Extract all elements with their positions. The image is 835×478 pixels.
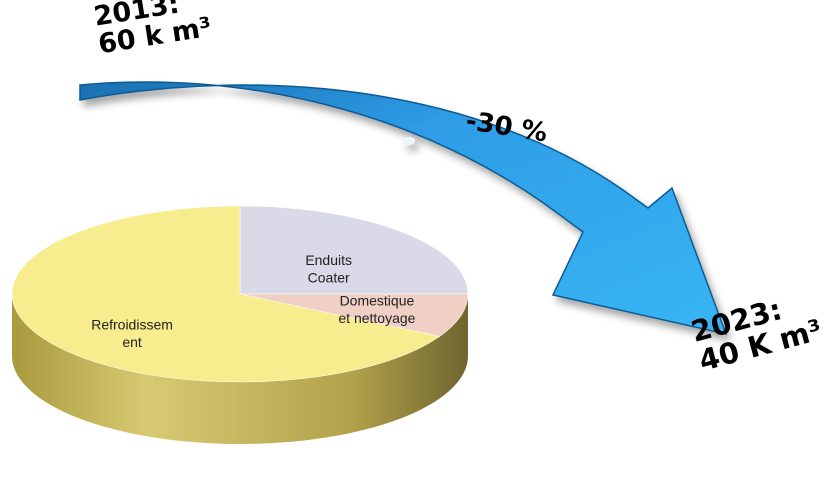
slice-label: Enduits Coater — [305, 252, 352, 286]
slice-label-line: Domestique — [340, 293, 415, 309]
pie-slice — [11, 205, 441, 383]
pie-side-wall — [12, 294, 468, 444]
pie-slice — [239, 293, 469, 337]
slice-label-line: ent — [122, 334, 142, 350]
slice-label-line: et nettoyage — [338, 310, 415, 326]
pie-slice — [239, 205, 469, 295]
pie-chart: Enduits Coater Refroidissem ent Domestique et… — [11, 205, 469, 444]
slice-label-line: Enduits — [305, 252, 352, 268]
slice-label: Domestique et nettoyage — [338, 293, 415, 327]
arrow-shape — [79, 81, 728, 336]
arrow-highlight — [403, 137, 415, 145]
slice-label: Refroidissem ent — [91, 317, 173, 351]
reduction-arrow — [79, 81, 728, 336]
slice-label-line: Coater — [308, 269, 350, 285]
slice-label-line: Refroidissem — [91, 317, 173, 333]
